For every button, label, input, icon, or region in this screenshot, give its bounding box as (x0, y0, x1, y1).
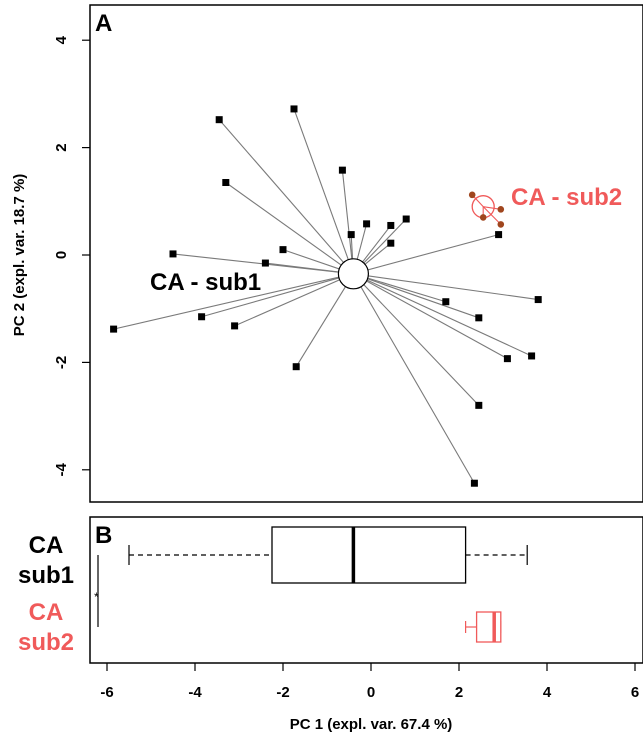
spoke-line (234, 273, 354, 327)
data-point (110, 325, 118, 333)
x-tick-label: 6 (631, 684, 639, 701)
data-point (475, 314, 483, 322)
data-point (292, 363, 300, 371)
centroid-marker (337, 258, 369, 290)
panel-b-label: B (95, 522, 112, 549)
box-label-sub1-line2: sub1 (18, 562, 74, 589)
data-point (497, 206, 505, 213)
spoke-line (201, 273, 354, 318)
data-point (475, 401, 483, 409)
data-point (198, 313, 206, 321)
spoke-line (341, 170, 354, 274)
data-point (222, 179, 230, 187)
data-point (338, 166, 346, 174)
panel-b-frame (89, 516, 643, 664)
x-tick-label: -2 (276, 684, 289, 701)
panel-a-y-axis: -4 -2 0 2 4 (53, 35, 90, 476)
spoke-line (352, 273, 475, 484)
y-tick-label: -2 (53, 356, 70, 369)
x-axis-label: PC 1 (expl. var. 67.4 %) (290, 716, 453, 733)
box-body (271, 526, 467, 584)
data-point (363, 220, 371, 228)
data-point (261, 259, 269, 267)
spoke-line (353, 273, 446, 303)
data-point (470, 479, 478, 487)
panel-a-label: A (95, 10, 112, 37)
spoke-line (353, 273, 532, 357)
data-point (442, 298, 450, 306)
centroids-layer (337, 195, 495, 290)
data-point (231, 322, 239, 330)
data-point (215, 116, 223, 124)
spoke-line (218, 119, 354, 275)
data-point (290, 105, 298, 113)
data-point (387, 221, 395, 229)
significance-mark: * (94, 590, 99, 604)
data-point (169, 250, 177, 258)
x-tick-label: -6 (100, 684, 113, 701)
box-label-sub2-line1: CA (29, 599, 64, 626)
boxplots-layer (128, 526, 528, 643)
spoke-line (353, 273, 480, 406)
data-point (279, 246, 287, 254)
spoke-line (353, 273, 479, 319)
panel-a-frame (89, 4, 643, 503)
data-point (402, 215, 410, 223)
box-label-sub2-line2: sub2 (18, 629, 74, 656)
spoke-line (482, 206, 502, 225)
spoke-line (295, 273, 354, 367)
box-label-sub1-line1: CA (29, 532, 64, 559)
x-tick-label: -4 (188, 684, 202, 701)
x-tick-label: 2 (455, 684, 463, 701)
data-point (387, 239, 395, 247)
spoke-line (353, 234, 499, 275)
spoke-line (225, 182, 354, 275)
group-label-sub2: CA - sub2 (511, 184, 622, 211)
data-point (495, 231, 503, 239)
spoke-line (353, 273, 508, 360)
x-tick-label: 4 (543, 684, 552, 701)
data-point (534, 296, 542, 304)
data-point (528, 352, 536, 360)
data-point (347, 231, 355, 239)
y-tick-label: -4 (53, 462, 70, 476)
y-tick-label: 0 (53, 251, 70, 259)
spoke-line (353, 273, 539, 301)
data-point (468, 191, 476, 199)
y-axis-label: PC 2 (expl. var. 18.7 %) (11, 174, 28, 337)
panel-b-x-axis: -6 -4 -2 0 2 4 6 (100, 663, 639, 701)
data-point (503, 355, 511, 363)
box-body (475, 611, 502, 643)
points-layer (110, 105, 542, 487)
group-label-sub1: CA - sub1 (150, 269, 261, 296)
spoke-line (293, 108, 354, 274)
spokes-layer (113, 108, 539, 484)
x-tick-label: 0 (367, 684, 375, 701)
data-point (497, 221, 505, 228)
data-point (479, 214, 487, 221)
y-tick-label: 4 (53, 35, 70, 44)
y-tick-label: 2 (53, 143, 70, 151)
spoke-line (113, 273, 354, 330)
